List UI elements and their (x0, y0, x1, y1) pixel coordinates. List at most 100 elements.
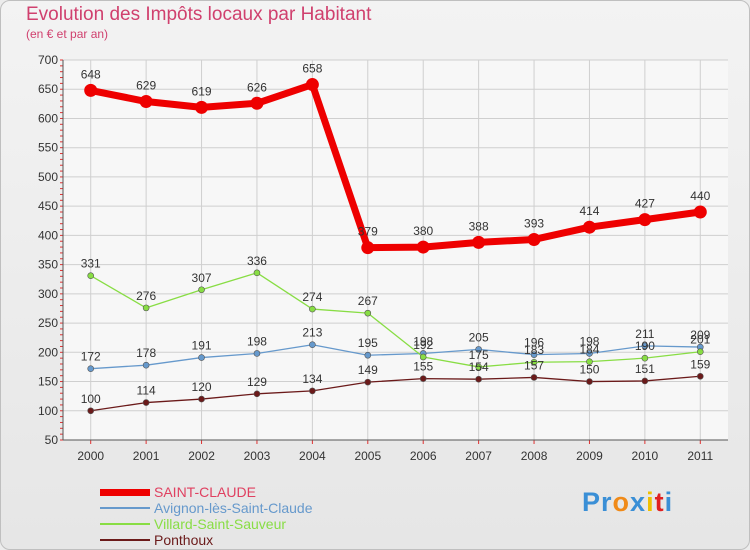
data-point (586, 378, 593, 385)
series-line (90, 272, 701, 368)
logo-letter: t (654, 487, 665, 517)
data-label: 159 (690, 357, 710, 371)
y-tick-label: 50 (45, 433, 59, 447)
data-point (475, 375, 482, 383)
data-point (364, 309, 372, 317)
data-point (253, 269, 261, 277)
data-label: 626 (247, 80, 267, 94)
y-tick-label: 550 (38, 141, 58, 155)
data-point (530, 351, 538, 358)
y-tick-label: 700 (38, 53, 58, 67)
data-label: 192 (413, 338, 433, 352)
data-point (198, 395, 205, 403)
logo-letter: x (630, 487, 647, 517)
data-label: 157 (524, 358, 544, 372)
series-line (90, 375, 701, 412)
data-point (696, 348, 704, 356)
data-label: 276 (136, 289, 156, 303)
data-point (419, 353, 427, 361)
logo-letter: P (582, 487, 602, 517)
data-point (309, 341, 316, 349)
data-point (586, 350, 593, 357)
chart-title: Evolution des Impôts locaux par Habitant (26, 4, 372, 25)
data-point (305, 78, 319, 92)
data-label: 619 (192, 84, 212, 98)
y-tick-label: 350 (38, 258, 58, 272)
data-label: 195 (358, 336, 378, 350)
data-point (250, 96, 264, 110)
data-label: 175 (469, 348, 489, 362)
data-label: 183 (524, 343, 544, 357)
legend-label: Avignon-lès-Saint-Claude (154, 500, 313, 516)
data-point (586, 358, 593, 365)
x-tick-label: 2009 (576, 449, 603, 463)
data-label: 151 (635, 362, 655, 376)
legend-label: SAINT-CLAUDE (154, 484, 256, 500)
x-tick-label: 2000 (77, 449, 104, 463)
data-point (198, 286, 205, 294)
legend-swatch (100, 539, 150, 541)
series-0: 648 629 619 626 658 379 380 388 393 414 427 440 (81, 62, 711, 255)
data-point (641, 342, 649, 350)
y-tick-label: 100 (38, 404, 58, 418)
x-tick-label: 2005 (354, 449, 381, 463)
legend-label: Villard-Saint-Sauveur (154, 516, 287, 532)
data-label: 213 (302, 326, 322, 340)
data-point (638, 213, 652, 227)
y-tick-label: 250 (38, 316, 58, 330)
y-tick-label: 150 (38, 375, 58, 389)
data-label: 427 (635, 197, 655, 211)
data-point (582, 220, 596, 234)
data-point (364, 351, 372, 359)
data-point (142, 304, 150, 312)
logo-letter: i (664, 487, 674, 517)
data-label: 178 (136, 346, 156, 360)
data-point (139, 95, 153, 109)
data-label: 198 (413, 334, 433, 348)
series-2: 331 276 307 336 274 267 192 175 183 184 190 201 (81, 254, 711, 371)
data-point (472, 235, 486, 249)
data-point (416, 240, 430, 254)
data-label: 120 (192, 380, 212, 394)
x-tick-label: 2007 (465, 449, 492, 463)
data-point (142, 361, 150, 369)
data-point (309, 305, 316, 313)
data-label: 149 (358, 363, 378, 377)
data-point (253, 390, 261, 398)
data-point (475, 363, 482, 371)
x-tick-label: 2004 (299, 449, 326, 463)
data-point (84, 83, 98, 97)
data-point (530, 374, 538, 381)
data-label: 198 (579, 334, 599, 348)
proxiti-logo: Proxiti (582, 487, 673, 518)
data-label: 198 (247, 334, 267, 348)
data-label: 201 (690, 333, 710, 347)
data-point (253, 350, 261, 357)
data-point (419, 375, 427, 382)
data-point (696, 372, 704, 380)
logo-letter: r (601, 487, 613, 517)
data-point (364, 378, 372, 386)
data-label: 184 (579, 343, 599, 357)
data-label: 267 (358, 294, 378, 308)
legend-swatch (100, 507, 150, 509)
data-point (475, 346, 482, 353)
data-point (142, 399, 150, 406)
x-tick-label: 2010 (632, 449, 659, 463)
data-point (361, 241, 375, 255)
x-tick-label: 2006 (410, 449, 437, 463)
x-tick-label: 2008 (521, 449, 548, 463)
y-tick-label: 200 (38, 345, 58, 359)
data-label: 307 (192, 271, 212, 285)
y-tick-label: 300 (38, 287, 58, 301)
data-label: 191 (192, 339, 212, 353)
data-label: 205 (469, 330, 489, 344)
series-line (90, 344, 701, 370)
data-label: 440 (690, 189, 710, 203)
data-label: 274 (302, 290, 322, 304)
legend-swatch (100, 523, 150, 525)
data-label: 629 (136, 79, 156, 93)
data-point (87, 407, 95, 415)
data-label: 129 (247, 375, 267, 389)
